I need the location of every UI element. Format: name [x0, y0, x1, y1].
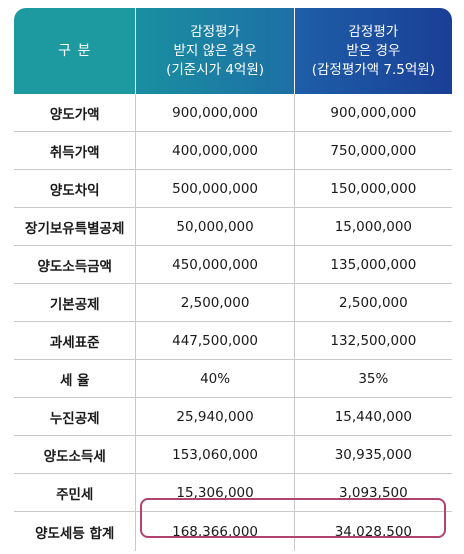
row-value-with-appraisal: 750,000,000	[293, 132, 452, 169]
header-with-appraisal: 감정평가 받은 경우 (감정평가액 7.5억원)	[293, 8, 452, 94]
row-value-no-appraisal: 153,060,000	[135, 436, 293, 473]
header-category: 구 분	[14, 8, 136, 94]
row-value-no-appraisal: 500,000,000	[135, 170, 293, 207]
table-row: 주민세 15,306,000 3,093,500	[14, 474, 452, 512]
row-label: 누진공제	[49, 410, 100, 427]
table-row: 과세표준 447,500,000 132,500,000	[14, 322, 452, 360]
header-no-appraisal-line2: 받지 않은 경우	[173, 42, 257, 59]
total-highlight-box	[140, 498, 446, 538]
row-value-no-appraisal: 450,000,000	[135, 246, 293, 283]
row-label: 기본공제	[49, 296, 100, 313]
row-label: 주민세	[56, 486, 94, 503]
table-row: 세 율 40% 35%	[14, 360, 452, 398]
table-row: 기본공제 2,500,000 2,500,000	[14, 284, 452, 322]
row-value-no-appraisal: 50,000,000	[135, 208, 293, 245]
table-row: 장기보유특별공제 50,000,000 15,000,000	[14, 208, 452, 246]
header-with-appraisal-line1: 감정평가	[348, 23, 399, 40]
row-label: 세 율	[59, 372, 90, 389]
row-label: 양도소득금액	[37, 258, 112, 275]
table-row: 양도소득금액 450,000,000 135,000,000	[14, 246, 452, 284]
table-row: 양도차익 500,000,000 150,000,000	[14, 170, 452, 208]
row-label: 장기보유특별공제	[25, 220, 125, 237]
table-row: 양도가액 900,000,000 900,000,000	[14, 94, 452, 132]
header-category-label: 구 분	[58, 42, 92, 59]
row-label: 양도소득세	[43, 448, 106, 465]
row-label: 취득가액	[49, 144, 100, 161]
table-row: 누진공제 25,940,000 15,440,000	[14, 398, 452, 436]
row-value-no-appraisal: 2,500,000	[135, 284, 293, 321]
row-value-no-appraisal: 168,366,000	[135, 512, 293, 551]
row-label: 양도세등 합계	[35, 525, 115, 542]
table-row: 양도소득세 153,060,000 30,935,000	[14, 436, 452, 474]
tax-comparison-table: 구 분 감정평가 받지 않은 경우 (기준시가 4억원) 감정평가 받은 경우 …	[14, 8, 452, 551]
table-header: 구 분 감정평가 받지 않은 경우 (기준시가 4억원) 감정평가 받은 경우 …	[14, 8, 452, 94]
header-with-appraisal-line3: (감정평가액 7.5억원)	[311, 61, 435, 78]
row-value-with-appraisal: 132,500,000	[293, 322, 452, 359]
row-label: 양도가액	[49, 106, 100, 123]
row-value-with-appraisal: 150,000,000	[293, 170, 452, 207]
row-value-no-appraisal: 900,000,000	[135, 94, 293, 131]
row-value-no-appraisal: 447,500,000	[135, 322, 293, 359]
row-label: 과세표준	[49, 334, 100, 351]
row-label: 양도차익	[49, 182, 100, 199]
row-value-with-appraisal: 34,028,500	[293, 512, 452, 551]
row-value-with-appraisal: 3,093,500	[293, 474, 452, 511]
row-value-with-appraisal: 900,000,000	[293, 94, 452, 131]
row-value-no-appraisal: 15,306,000	[135, 474, 293, 511]
row-value-with-appraisal: 135,000,000	[293, 246, 452, 283]
row-value-with-appraisal: 15,440,000	[293, 398, 452, 435]
row-value-with-appraisal: 35%	[293, 360, 452, 397]
row-value-with-appraisal: 30,935,000	[293, 436, 452, 473]
header-with-appraisal-line2: 받은 경우	[346, 42, 401, 59]
table-row: 취득가액 400,000,000 750,000,000	[14, 132, 452, 170]
row-value-with-appraisal: 2,500,000	[293, 284, 452, 321]
row-value-no-appraisal: 400,000,000	[135, 132, 293, 169]
header-no-appraisal-line3: (기준시가 4억원)	[166, 61, 265, 78]
row-value-with-appraisal: 15,000,000	[293, 208, 452, 245]
table-row-total: 양도세등 합계 168,366,000 34,028,500	[14, 512, 452, 551]
header-no-appraisal: 감정평가 받지 않은 경우 (기준시가 4억원)	[135, 8, 294, 94]
row-value-no-appraisal: 25,940,000	[135, 398, 293, 435]
row-value-no-appraisal: 40%	[135, 360, 293, 397]
header-no-appraisal-line1: 감정평가	[190, 23, 240, 40]
